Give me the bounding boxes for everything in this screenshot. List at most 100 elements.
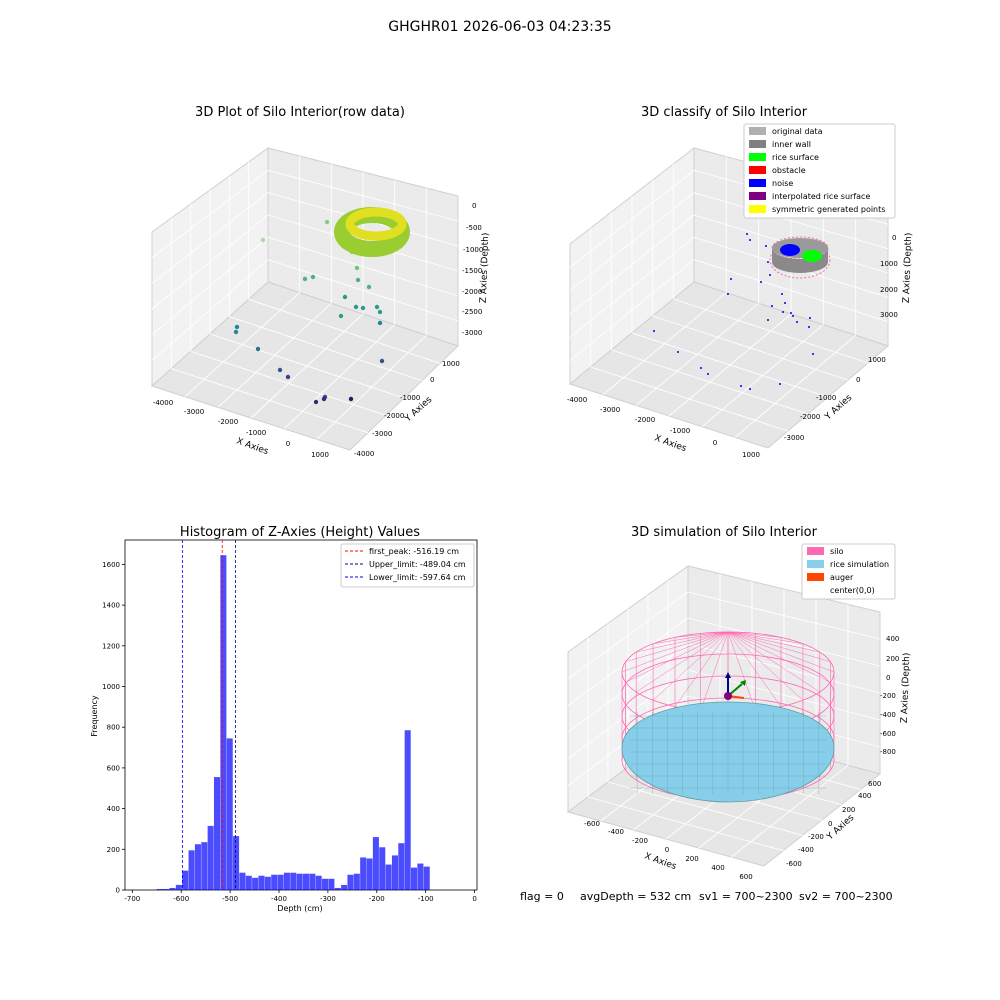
rice-surface-mesh xyxy=(630,712,826,794)
center-point xyxy=(724,692,732,700)
classify-noise-point xyxy=(765,245,767,247)
histogram-bar xyxy=(302,873,310,890)
y-tick-label: 600 xyxy=(107,764,120,772)
raw-y-tick: 0 xyxy=(430,376,434,384)
histogram-bar xyxy=(201,842,208,890)
legend-swatch xyxy=(749,192,766,200)
classify-noise-point xyxy=(796,321,798,323)
silo-roof-line xyxy=(727,631,782,707)
raw-data-point xyxy=(260,237,266,243)
raw-panel-title: 3D Plot of Silo Interior(row data) xyxy=(195,105,405,120)
grid-line xyxy=(734,334,856,438)
simulation-y-tick: 600 xyxy=(868,780,881,788)
raw-y-tick: -1000 xyxy=(400,394,420,402)
legend-swatch xyxy=(749,179,766,187)
classify-z-tick: 2000 xyxy=(880,286,898,294)
raw-data-point xyxy=(313,399,319,405)
histogram-x-ticks: -700 -600 -500 -400 -300 -200 -100 0 xyxy=(124,890,477,903)
raw-data-point xyxy=(366,284,372,290)
silo-roof-line xyxy=(636,631,729,693)
raw-data-point xyxy=(338,313,344,319)
legend-label: interpolated rice surface xyxy=(772,192,870,201)
classify-x-tick: -3000 xyxy=(600,406,620,414)
raw-x-tick: -1000 xyxy=(246,429,266,437)
legend-label: rice simulation xyxy=(830,560,889,569)
raw-data-point xyxy=(348,396,354,402)
raw-x-axis-label: X Axies xyxy=(235,436,270,457)
raw-data-point xyxy=(355,277,361,283)
raw-y-tick: -3000 xyxy=(372,430,392,438)
legend-label: original data xyxy=(772,127,823,136)
raw-z-tick: -3000 xyxy=(462,329,482,337)
legend-label: obstacle xyxy=(772,166,806,175)
classify-gridlines xyxy=(569,156,889,438)
classify-noise-point xyxy=(727,293,729,295)
classify-noise-point xyxy=(781,293,783,295)
classify-z-tick: 3000 xyxy=(880,311,898,319)
histogram-bar xyxy=(309,873,316,890)
histogram-bar xyxy=(290,872,297,890)
histogram-bar xyxy=(271,874,278,890)
raw-z-tick: -1000 xyxy=(463,246,483,254)
histogram-bar xyxy=(360,857,367,890)
classify-noise-point xyxy=(740,385,742,387)
raw-z-tick: -1500 xyxy=(462,267,482,275)
histogram-y-ticks: 0 200 400 600 800 1000 1200 1400 1600 xyxy=(102,561,125,895)
histogram-bar xyxy=(169,887,176,890)
histogram-legend-box xyxy=(340,543,475,588)
silo-roof-line xyxy=(727,631,831,662)
classify-y-tick: -1000 xyxy=(816,394,836,402)
simulation-y-tick: -600 xyxy=(786,860,802,868)
histogram-bar xyxy=(417,863,424,890)
classify-noise-point xyxy=(653,330,655,332)
legend-swatch xyxy=(749,205,766,213)
x-tick-label: -300 xyxy=(320,895,336,903)
classify-inner-wall xyxy=(772,248,828,273)
raw-data-point xyxy=(324,219,330,225)
histogram-bar xyxy=(156,888,163,890)
y-tick-label: 1600 xyxy=(102,561,120,569)
classify-x-tick: -1000 xyxy=(670,427,690,435)
figure-title: GHGHR01 2026-06-03 04:23:35 xyxy=(388,19,611,35)
silo-roof-line xyxy=(727,631,804,701)
classify-noise-point xyxy=(808,326,810,328)
histogram-bars xyxy=(156,555,430,890)
histogram-bar xyxy=(277,874,284,890)
histogram-bar xyxy=(385,864,392,890)
classify-noise-point xyxy=(812,353,814,355)
chart-title: Histogram of Z-Axies (Height) Values xyxy=(180,525,420,540)
classify-noise-point xyxy=(677,351,679,353)
simulation-z-tick: -400 xyxy=(880,711,896,719)
histogram-bar xyxy=(423,866,430,890)
raw-scatter-points xyxy=(233,219,385,405)
legend-label: noise xyxy=(772,179,793,188)
classify-x-tick: -2000 xyxy=(635,416,655,424)
silo-roof-line xyxy=(625,631,729,683)
simulation-y-tick: 400 xyxy=(858,792,871,800)
simulation-z-tick: 200 xyxy=(886,655,899,663)
histogram-reference-lines xyxy=(181,540,236,890)
classify-noise-point xyxy=(771,305,773,307)
classify-noise-point xyxy=(749,388,751,390)
silo-roof-line xyxy=(700,631,729,711)
legend-label: auger xyxy=(830,573,854,582)
classify-noise-point xyxy=(730,278,732,280)
auger-marker xyxy=(724,672,746,700)
x-tick-label: -400 xyxy=(271,895,287,903)
histogram-bar xyxy=(411,867,418,890)
simulation-x-tick: 200 xyxy=(685,855,698,863)
simulation-y-tick: 0 xyxy=(828,820,832,828)
histogram-bar xyxy=(194,844,201,890)
histogram-bar xyxy=(334,887,341,890)
silo-roof-line xyxy=(727,631,803,644)
classify-noise-point xyxy=(809,317,811,319)
histogram-bar xyxy=(315,875,322,890)
histogram-bar xyxy=(341,884,348,890)
histogram-bar xyxy=(213,777,221,890)
raw-data-point xyxy=(234,324,240,330)
legend-label: Lower_limit: -597.64 cm xyxy=(369,573,466,582)
x-tick-label: -100 xyxy=(418,895,434,903)
raw-data-point xyxy=(310,274,316,280)
grid-line xyxy=(151,259,269,361)
histogram-bar xyxy=(347,874,354,890)
